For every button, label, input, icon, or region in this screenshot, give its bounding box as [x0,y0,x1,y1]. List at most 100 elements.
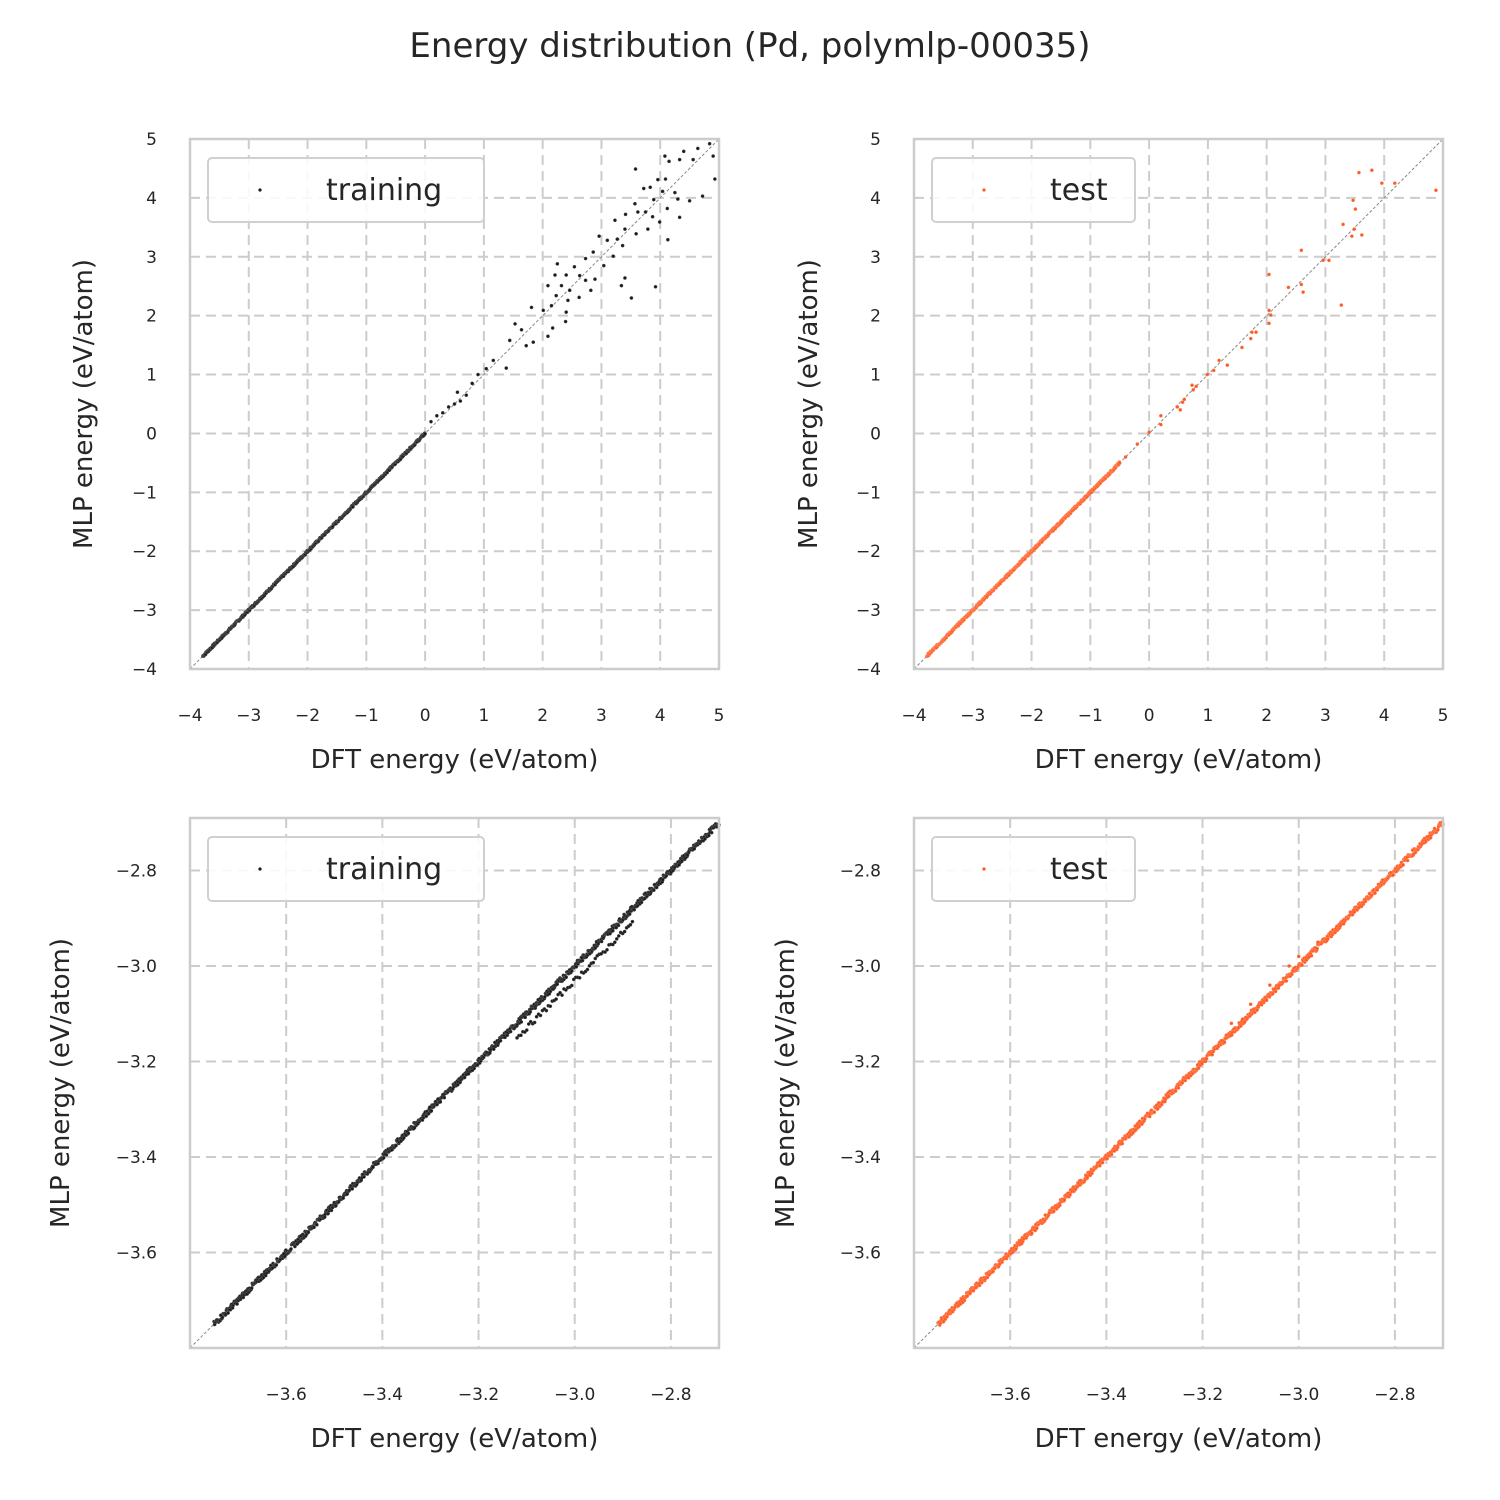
training-point [406,1131,411,1136]
training-point [639,900,644,905]
legend: test [931,157,1136,223]
training-point [577,295,581,300]
training-point [636,210,640,214]
x-tick-label: −2 [1019,706,1044,726]
training-point [381,1156,386,1160]
training-point [274,1263,279,1267]
training-point [667,159,671,164]
training-point [529,305,534,310]
test-point [1350,234,1354,239]
x-tick-label: −1 [1078,706,1103,726]
test-point [1109,1152,1114,1157]
training-point [435,1102,439,1107]
training-point [563,319,568,324]
x-axis-label: DFT energy (eV/atom) [1035,745,1323,775]
training-point [589,288,593,293]
test-point [1190,383,1194,388]
y-tick-label: −3.6 [840,1244,881,1264]
training-point [687,198,692,203]
training-point [630,919,635,924]
y-tick-label: 3 [870,248,881,268]
training-point [657,220,662,224]
training-point [350,1187,355,1191]
training-point [664,874,669,878]
training-point [564,975,569,980]
training-point [249,1286,254,1290]
training-point [394,1143,398,1148]
x-tick-label: −3.6 [990,1385,1031,1405]
x-tick-label: −2.8 [1374,1385,1415,1405]
training-point [226,1311,230,1315]
y-tick-label: −1 [132,483,157,503]
training-point [611,254,616,259]
x-tick-label: −3.4 [1086,1385,1127,1405]
training-point [554,997,558,1001]
training-point [628,922,633,927]
training-point [549,303,554,308]
training-point [362,1175,366,1179]
training-point [423,431,427,436]
test-point [1391,873,1395,877]
y-tick-label: −2.8 [116,862,157,882]
training-point [597,234,601,239]
training-point [613,218,617,223]
training-point [515,1036,519,1040]
y-tick-label: 4 [870,189,881,209]
y-tick-label: 0 [870,424,881,444]
x-axis-label: DFT energy (eV/atom) [311,745,599,775]
test-point [1120,1141,1125,1146]
training-point [546,334,550,339]
y-tick-label: 2 [146,307,157,327]
test-point [1205,372,1210,377]
test-point [1401,862,1405,867]
test-point [1211,1049,1216,1054]
y-tick-label: −3 [856,601,881,621]
test-point [1180,400,1185,405]
x-tick-label: −3.0 [1278,1385,1319,1405]
legend-box [931,836,1136,902]
training-point [660,189,665,194]
training-point [519,1033,523,1038]
training-point [438,1099,443,1104]
axes-frame [912,137,1445,671]
training-point [523,1015,528,1020]
y-tick-label: −3.2 [840,1053,881,1073]
training-point [508,1029,513,1034]
x-tick-label: 2 [1261,706,1272,726]
training-point [446,405,451,409]
training-point [543,994,547,999]
test-point [1351,198,1355,203]
training-point [569,983,574,988]
training-point [289,1247,293,1251]
test-point [1273,989,1278,994]
legend: training [207,836,485,902]
training-point [559,283,564,288]
y-tick-label: 1 [146,366,157,386]
training-point [654,885,659,890]
training-point [650,214,655,219]
training-point [574,965,579,969]
legend-marker [982,867,986,871]
y-tick-label: 4 [146,189,157,209]
training-point [442,1095,447,1100]
test-point [1316,940,1320,944]
training-point [504,366,509,370]
legend-label: training [326,852,442,887]
y-axis-label: MLP energy (eV/atom) [46,938,76,1228]
test-point [1268,983,1272,987]
test-point [1341,222,1345,227]
x-tick-label: −2.8 [650,1385,691,1405]
training-point [572,264,577,269]
x-tick-label: 3 [596,706,607,726]
x-tick-label: −3.6 [266,1385,307,1405]
test-point [985,1275,990,1280]
subplot-2: −4 −3 −2 −1 0 1 2 3 4 5 −4 −3 −2 −1 0 1 2 3 4 5 DFT energy (… [794,130,1448,775]
test-point [991,1269,995,1274]
training-point [435,413,439,418]
training-point [532,1020,537,1025]
training-point [656,177,660,182]
training-point [371,1165,375,1170]
training-point [312,1225,316,1230]
test-point [1051,1209,1056,1214]
